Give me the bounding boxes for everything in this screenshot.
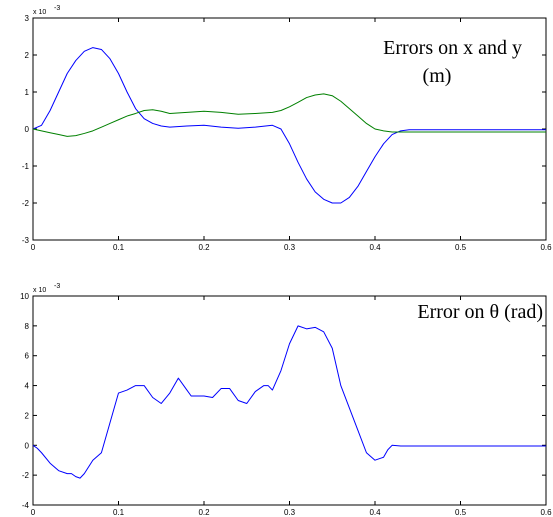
y-tick-label: 3 (25, 14, 30, 23)
y-multiplier-label: x 10 (33, 9, 46, 16)
x-tick-label: 0.5 (455, 508, 467, 517)
x-tick-label: 0.1 (113, 243, 125, 252)
y-tick-label: 4 (25, 382, 30, 391)
x-tick-label: 0.5 (455, 243, 467, 252)
y-tick-label: -2 (22, 471, 30, 480)
y-tick-label: -3 (22, 236, 30, 245)
x-tick-label: 0.3 (284, 243, 296, 252)
y-tick-label: -2 (22, 199, 30, 208)
plot-annotation: Errors on x and y (383, 37, 522, 59)
y-tick-label: -1 (22, 162, 30, 171)
plot-annotation: (m) (423, 65, 452, 87)
x-tick-label: 0.4 (369, 508, 381, 517)
y-tick-label: 6 (25, 352, 30, 361)
x-tick-label: 0.6 (540, 243, 552, 252)
series-line-0 (32, 325, 546, 479)
x-tick-label: 0.1 (113, 508, 125, 517)
x-tick-label: 0.3 (284, 508, 296, 517)
y-tick-label: 1 (25, 88, 30, 97)
y-multiplier-exponent: -3 (54, 5, 60, 12)
y-tick-label: -4 (22, 501, 30, 510)
y-tick-label: 0 (25, 441, 30, 450)
xy-error-plot: 0 0.1 0.2 0.3 0.4 0.5 0.6 -3 -2 -1 0 1 2 3x 10 -3 Error… (22, 5, 552, 252)
x-tick-label: 0.4 (369, 243, 381, 252)
y-tick-label: 2 (25, 411, 30, 420)
plot-annotation: Error on θ (rad) (417, 301, 543, 323)
x-tick-label: 0.2 (198, 508, 210, 517)
theta-error-plot: 0 0.1 0.2 0.3 0.4 0.5 0.6 -4 -2 0 2 4 6 8 10 x 10 -3 Erro… (20, 283, 552, 517)
y-tick-label: 0 (25, 125, 30, 134)
series-line-0 (32, 47, 546, 204)
x-tick-label: 0.2 (198, 243, 210, 252)
y-tick-label: 10 (20, 292, 29, 301)
x-tick-label: 0 (31, 243, 36, 252)
x-tick-label: 0 (31, 508, 36, 517)
y-tick-label: 2 (25, 51, 30, 60)
y-multiplier-exponent: -3 (54, 283, 60, 290)
y-multiplier-label: x 10 (33, 287, 46, 294)
x-tick-label: 0.6 (540, 508, 552, 517)
y-tick-label: 8 (25, 322, 30, 331)
series-line-1 (32, 93, 546, 137)
